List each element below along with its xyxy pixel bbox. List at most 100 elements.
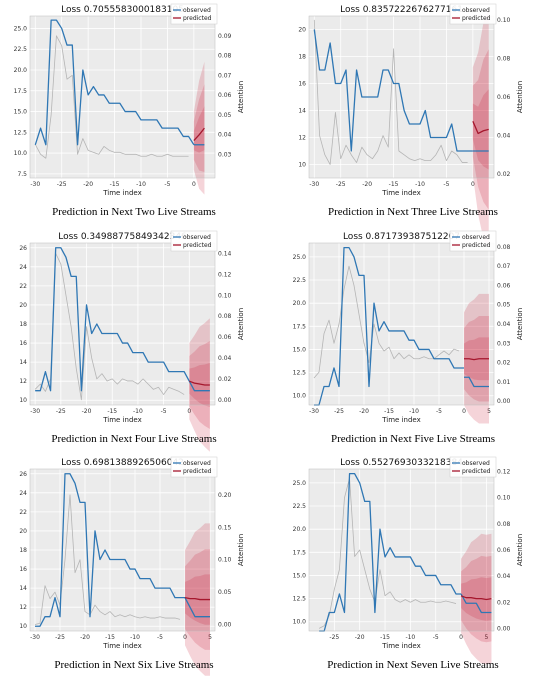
x-tick-label: -25 xyxy=(56,408,66,415)
x-tick-label: -30 xyxy=(309,181,319,188)
predicted-line xyxy=(460,595,492,601)
chart-svg: -30 -25 -20 -15 -10 -5 0 5 10 12 14 16 18 20 22 24 26 0.0… xyxy=(19,456,245,676)
legend-box xyxy=(449,456,497,478)
x-tick-label: -15 xyxy=(107,408,117,415)
y-tick-label: 18 xyxy=(298,54,306,61)
attention-line xyxy=(318,477,457,629)
x-tick-label: 0 xyxy=(192,181,196,188)
x-axis-label: Time index xyxy=(381,642,421,650)
observed-line xyxy=(313,29,473,152)
y2-axis-label: Attention xyxy=(237,308,245,340)
y-tick-label: 26 xyxy=(19,471,27,478)
x-tick-label: -20 xyxy=(82,408,92,415)
y-tick-label: 18 xyxy=(19,547,27,554)
x-tick-label: -20 xyxy=(362,181,372,188)
legend-label: predicted xyxy=(183,15,212,22)
x-tick-label: -5 xyxy=(157,634,163,641)
x-tick-label: -10 xyxy=(133,408,143,415)
chart-title: Loss 0.6981388926506042 xyxy=(61,458,184,468)
figure-caption: Prediction in Next Three Live Streams xyxy=(328,206,498,218)
y2-tick-label: 0.00 xyxy=(497,398,511,405)
attention-line xyxy=(313,19,468,165)
y-tick-label: 12.5 xyxy=(293,596,307,603)
chart-panel: -30 -25 -20 -15 -10 -5 0 5 10.0 12.5 15.0 17.5 20.0 2… xyxy=(282,229,544,451)
chart-svg: -30 -25 -20 -15 -10 -5 0 10 12 14 16 18 20 22 24 26 0.00… xyxy=(19,230,245,452)
x-tick-label: -25 xyxy=(57,181,67,188)
chart-panel: -25 -20 -15 -10 -5 0 5 10.0 12.5 15.0 17.5 20.0 22.5… xyxy=(282,455,544,677)
y-tick-label: 26 xyxy=(19,245,27,252)
x-tick-label: 5 xyxy=(208,634,212,641)
plot-frame xyxy=(308,468,495,632)
x-tick-label: -10 xyxy=(130,634,140,641)
x-tick-label: -30 xyxy=(30,408,40,415)
chart-title: Loss 0.5527693033218384 xyxy=(340,458,463,468)
x-axis-label: Time index xyxy=(102,416,142,424)
x-tick-label: 5 xyxy=(484,634,488,641)
y-tick-label: 16 xyxy=(298,81,306,88)
y-tick-label: 17.5 xyxy=(293,549,307,556)
y2-tick-label: 0.00 xyxy=(218,622,232,629)
chart-svg: -25 -20 -15 -10 -5 0 5 10.0 12.5 15.0 17.5 20.0 22.5… xyxy=(293,456,524,665)
y-tick-label: 10 xyxy=(19,397,27,404)
y2-tick-label: 0.10 xyxy=(497,17,511,24)
y2-axis-label: Attention xyxy=(237,81,245,113)
legend-box xyxy=(170,230,218,252)
chart-svg: -30 -25 -20 -15 -10 -5 0 5 10.0 12.5 15.0 17.5 20.0 2… xyxy=(293,230,524,424)
y-tick-label: 24 xyxy=(19,490,27,497)
x-tick-label: -5 xyxy=(433,634,439,641)
y2-tick-label: 0.08 xyxy=(497,244,511,251)
observed-line xyxy=(35,473,185,627)
x-tick-label: -25 xyxy=(334,408,344,415)
plot-frame xyxy=(29,15,216,179)
y2-tick-label: 0.05 xyxy=(218,589,232,596)
x-axis-label: Time index xyxy=(102,189,142,197)
x-tick-label: -20 xyxy=(359,408,369,415)
x-tick-label: -5 xyxy=(161,408,167,415)
confidence-band-3 xyxy=(193,106,205,153)
y-tick-label: 17.5 xyxy=(14,88,28,95)
x-tick-label: 0 xyxy=(459,634,463,641)
y-tick-label: 15.0 xyxy=(293,346,307,353)
confidence-band-2 xyxy=(193,84,205,173)
x-tick-label: -15 xyxy=(110,181,120,188)
x-tick-label: -30 xyxy=(30,634,40,641)
y2-tick-label: 0.06 xyxy=(218,92,232,99)
y2-tick-label: 0.04 xyxy=(218,355,232,362)
plot-area xyxy=(309,469,494,631)
plot-frame xyxy=(308,15,495,179)
plot-frame xyxy=(29,242,216,406)
confidence-band-1 xyxy=(193,61,205,195)
y-tick-label: 22.5 xyxy=(293,503,307,510)
confidence-band-3 xyxy=(189,362,210,408)
y-tick-label: 16 xyxy=(19,340,27,347)
x-tick-label: -5 xyxy=(443,181,449,188)
y-tick-label: 15.0 xyxy=(14,109,28,116)
y-tick-label: 22.5 xyxy=(14,46,28,53)
observed-line xyxy=(314,246,464,406)
observed-future-line xyxy=(188,380,210,392)
y2-tick-label: 0.10 xyxy=(218,292,232,299)
x-tick-label: -25 xyxy=(329,634,339,641)
attention-line xyxy=(34,35,189,159)
x-tick-label: -25 xyxy=(336,181,346,188)
predicted-line xyxy=(472,121,489,135)
attention-line xyxy=(34,494,181,625)
y-tick-label: 12 xyxy=(19,604,27,611)
x-tick-label: -20 xyxy=(83,181,93,188)
x-tick-label: -15 xyxy=(105,634,115,641)
legend-label: observed xyxy=(462,7,490,14)
legend-label: predicted xyxy=(462,468,491,475)
observed-future-line xyxy=(464,376,489,388)
x-tick-label: -20 xyxy=(80,634,90,641)
y-tick-label: 20 xyxy=(19,528,27,535)
y2-tick-label: 0.10 xyxy=(497,495,511,502)
x-axis-label: Time index xyxy=(381,416,421,424)
legend-box xyxy=(170,3,218,25)
y-tick-label: 20 xyxy=(298,27,306,34)
y2-tick-label: 0.00 xyxy=(218,397,232,404)
figure-caption: Prediction in Next Seven Live Streams xyxy=(327,659,499,671)
legend-box xyxy=(449,3,497,25)
predicted-line xyxy=(193,127,205,142)
y2-tick-label: 0.09 xyxy=(218,33,232,40)
y2-tick-label: 0.05 xyxy=(497,302,511,309)
